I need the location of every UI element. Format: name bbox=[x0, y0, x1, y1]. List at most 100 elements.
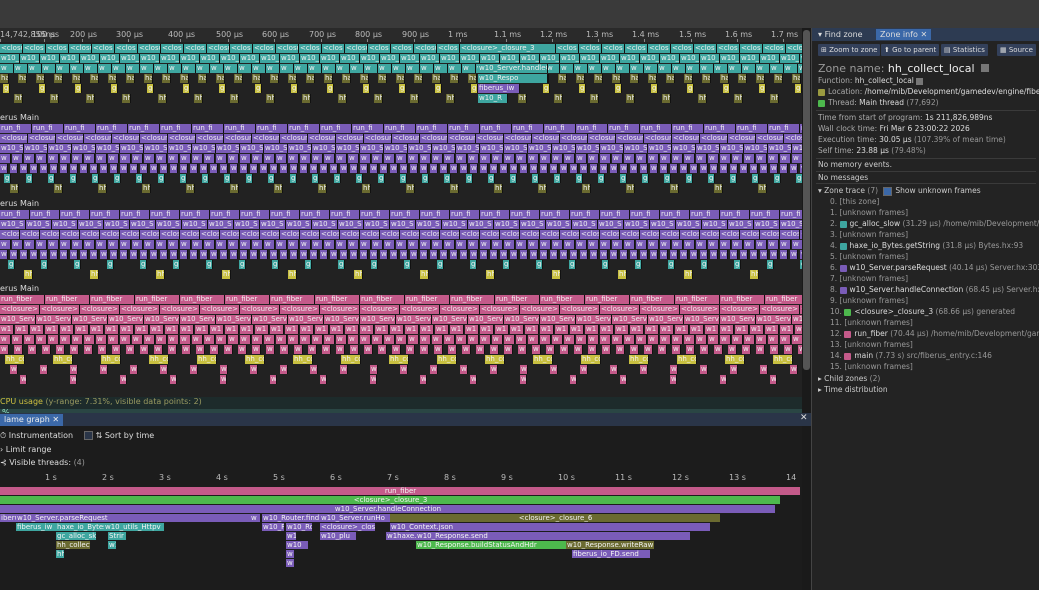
zone-block[interactable]: <closure> bbox=[160, 230, 180, 239]
zone-block[interactable]: w10_ bbox=[800, 54, 802, 63]
zone-block[interactable]: wi bbox=[540, 250, 548, 259]
zone-block[interactable]: w bbox=[432, 240, 443, 249]
zone-block[interactable]: <closure> bbox=[80, 230, 100, 239]
zone-block[interactable]: w bbox=[430, 164, 438, 173]
zone-block[interactable]: w bbox=[140, 345, 149, 354]
zone-block[interactable]: w bbox=[370, 365, 378, 374]
zone-block[interactable]: w bbox=[744, 335, 755, 344]
zone-block[interactable]: hax bbox=[648, 74, 657, 83]
zone-block[interactable]: w10_S bbox=[130, 220, 156, 229]
zone-block[interactable]: w bbox=[660, 240, 671, 249]
zone-block[interactable]: w bbox=[264, 335, 275, 344]
zone-block[interactable]: w bbox=[640, 164, 648, 173]
zone-block[interactable]: w bbox=[10, 365, 18, 374]
zone-block[interactable]: w bbox=[120, 375, 127, 384]
zone-block[interactable]: w bbox=[392, 64, 406, 73]
zone-block[interactable]: wi bbox=[150, 250, 158, 259]
zone-block[interactable]: <clos bbox=[92, 44, 115, 53]
zone-block[interactable]: run_fi bbox=[240, 210, 270, 219]
zone-block[interactable]: <closure> bbox=[680, 230, 700, 239]
zone-block[interactable]: w bbox=[700, 365, 708, 374]
zone-block[interactable]: w bbox=[640, 365, 648, 374]
flame-bar[interactable]: w10_Router.find bbox=[262, 514, 320, 522]
zone-block[interactable]: w1 bbox=[705, 325, 719, 334]
zone-block[interactable]: w bbox=[390, 164, 398, 173]
zone-block[interactable]: <closure> bbox=[600, 230, 620, 239]
zone-block[interactable]: wi bbox=[400, 250, 408, 259]
zone-block[interactable]: w10_S bbox=[156, 220, 182, 229]
zone-block[interactable]: hax bbox=[306, 74, 315, 83]
zone-block[interactable]: w bbox=[444, 240, 455, 249]
zone-block[interactable]: hax bbox=[36, 74, 45, 83]
timeline-scroll-thumb[interactable] bbox=[803, 30, 810, 370]
zone-block[interactable]: hh bbox=[10, 184, 19, 193]
zone-block[interactable]: w bbox=[780, 154, 791, 163]
zone-block[interactable]: w10_ bbox=[340, 54, 360, 63]
zone-block[interactable]: w bbox=[220, 375, 227, 384]
zone-block[interactable]: w bbox=[770, 64, 784, 73]
zone-block[interactable]: <closure> bbox=[0, 305, 40, 314]
zone-block[interactable]: w bbox=[126, 345, 135, 354]
zone-block[interactable]: w10_ bbox=[640, 54, 660, 63]
zone-block[interactable]: hh bbox=[24, 270, 33, 279]
zone-trace-item[interactable]: 14. main (7.73 s) src/fiberus_entry.c:14… bbox=[830, 351, 992, 360]
zone-block[interactable]: w bbox=[408, 154, 419, 163]
zone-block[interactable]: w10_S bbox=[754, 220, 780, 229]
zone-block[interactable]: w bbox=[672, 64, 686, 73]
zone-block[interactable]: w1 bbox=[30, 325, 44, 334]
zone-block[interactable]: hh bbox=[354, 270, 363, 279]
zone-block[interactable]: <closure> bbox=[620, 230, 640, 239]
zone-block[interactable]: w bbox=[170, 375, 177, 384]
zone-block[interactable]: w bbox=[636, 240, 647, 249]
zone-block[interactable]: run_fi bbox=[30, 210, 60, 219]
zone-block[interactable]: w bbox=[790, 164, 798, 173]
zone-block[interactable]: gc bbox=[687, 84, 694, 93]
zone-block[interactable]: w bbox=[470, 164, 478, 173]
zone-block[interactable]: run_fi bbox=[640, 124, 672, 133]
zone-block[interactable]: <closure> bbox=[140, 230, 160, 239]
zone-block[interactable]: w bbox=[288, 240, 299, 249]
zone-block[interactable]: run_fi bbox=[750, 210, 780, 219]
zone-block[interactable]: run_fi bbox=[510, 210, 540, 219]
zone-block[interactable]: hh bbox=[274, 184, 283, 193]
zone-block[interactable]: run_fi bbox=[0, 210, 30, 219]
zone-block[interactable]: w bbox=[770, 345, 779, 354]
zone-block[interactable]: w bbox=[648, 240, 659, 249]
zone-block[interactable]: w bbox=[760, 164, 768, 173]
zone-block[interactable]: gc bbox=[752, 174, 759, 183]
zone-block[interactable]: w1 bbox=[510, 325, 524, 334]
zone-block[interactable]: wi bbox=[300, 250, 308, 259]
zone-block[interactable]: w10_ bbox=[780, 54, 800, 63]
zone-block[interactable]: hh bbox=[142, 184, 151, 193]
zone-block[interactable]: <closure> bbox=[120, 230, 140, 239]
zone-block[interactable]: wi bbox=[500, 250, 508, 259]
zone-block[interactable]: w bbox=[156, 335, 167, 344]
zone-block[interactable]: <closure> bbox=[0, 44, 23, 53]
zone-block[interactable]: w bbox=[322, 64, 336, 73]
zone-block[interactable]: w1 bbox=[315, 325, 329, 334]
flame-bar[interactable]: w10_Server.handleConnection bbox=[0, 505, 775, 513]
zone-block[interactable]: run_fi bbox=[672, 124, 704, 133]
zone-block[interactable]: w10_S bbox=[494, 220, 520, 229]
zone-block[interactable]: hh_cd bbox=[149, 355, 169, 364]
zone-block[interactable]: w1 bbox=[390, 325, 404, 334]
zone-block[interactable]: w bbox=[420, 64, 434, 73]
zone-block[interactable]: w bbox=[540, 154, 551, 163]
zone-block[interactable]: w bbox=[312, 240, 323, 249]
zone-trace-item[interactable]: 13. [unknown frames] bbox=[830, 340, 913, 349]
zone-block[interactable]: hh bbox=[50, 94, 59, 103]
zone-block[interactable]: w10_S bbox=[364, 220, 390, 229]
zone-block[interactable]: w bbox=[792, 335, 802, 344]
zone-block[interactable]: hax bbox=[594, 74, 603, 83]
zone-block[interactable]: w bbox=[636, 335, 647, 344]
zone-block[interactable]: w10_S bbox=[576, 144, 600, 153]
zone-block[interactable]: gc bbox=[136, 174, 143, 183]
zone-block[interactable]: w bbox=[732, 154, 743, 163]
tab-zone-info[interactable]: Zone info ✕ bbox=[876, 29, 932, 40]
zone-block[interactable]: w bbox=[588, 154, 599, 163]
zone-block[interactable]: w bbox=[266, 64, 280, 73]
zone-block[interactable]: w bbox=[684, 240, 695, 249]
zone-block[interactable]: w10_S bbox=[744, 144, 768, 153]
zone-block[interactable]: hax bbox=[252, 74, 261, 83]
zone-block[interactable]: <closure> bbox=[308, 134, 336, 143]
